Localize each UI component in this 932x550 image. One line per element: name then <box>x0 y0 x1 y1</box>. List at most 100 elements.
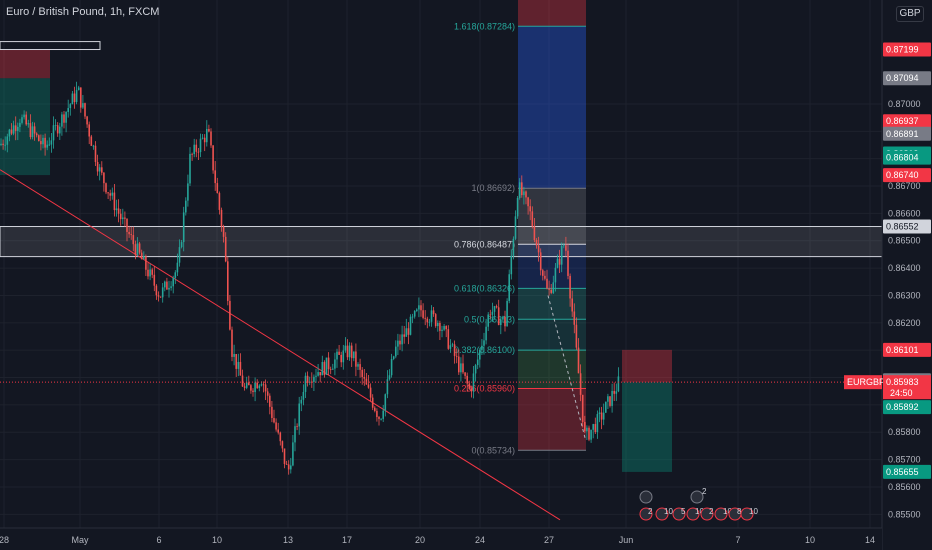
candle-body <box>65 111 67 123</box>
candle-body <box>191 153 193 155</box>
candle-body <box>416 309 418 311</box>
fib-level-label: 0.236(0.85960) <box>454 383 515 393</box>
price-tag-label: 0.87094 <box>886 73 919 83</box>
candle-body <box>502 316 504 320</box>
fib-band <box>518 0 586 27</box>
candle-body <box>59 126 61 134</box>
candle-body <box>392 356 395 359</box>
candle-body <box>495 306 498 308</box>
price-tag <box>883 168 931 183</box>
candle-body <box>203 137 206 143</box>
candle-body <box>430 310 433 322</box>
candle-body <box>437 322 439 327</box>
fib-band <box>518 350 586 389</box>
candle-body <box>8 129 11 137</box>
candle-body <box>350 345 353 359</box>
candle-body <box>149 269 151 277</box>
candle-body <box>208 128 210 132</box>
candle-body <box>82 103 84 108</box>
demand-box-top <box>0 78 50 176</box>
candle-body <box>147 269 149 277</box>
candle-body <box>134 244 137 255</box>
candle-body <box>25 114 27 125</box>
candle-body <box>193 144 195 155</box>
candle-body <box>462 363 464 373</box>
candle-body <box>516 198 519 217</box>
candle-body <box>33 126 36 134</box>
candle-body <box>329 369 332 370</box>
candle-body <box>584 421 586 432</box>
price-tag-label: 0.86552 <box>886 222 919 232</box>
candle-body <box>409 316 412 335</box>
candle-body <box>210 131 212 146</box>
candle-body <box>262 384 265 386</box>
candle-body <box>140 252 143 260</box>
time-tick-label: 17 <box>342 535 352 545</box>
currency-button[interactable]: GBP <box>896 6 924 22</box>
candle-body <box>231 329 233 357</box>
fib-band <box>518 188 586 245</box>
candle-body <box>258 385 261 389</box>
candle-body <box>69 104 72 109</box>
candle-body <box>42 137 44 145</box>
candle-body <box>359 364 361 370</box>
candle-body <box>260 384 263 386</box>
candle-body <box>311 381 313 383</box>
candle-body <box>493 306 496 312</box>
label-box-top <box>0 41 101 51</box>
candle-body <box>84 103 86 117</box>
candle-body <box>128 231 130 235</box>
candle-body <box>19 122 21 127</box>
candle-body <box>23 114 25 118</box>
candle-body <box>38 135 40 142</box>
candle-body <box>424 317 426 319</box>
candle-body <box>31 126 34 138</box>
fib-level-label: 0.5(0.86213) <box>464 314 515 324</box>
fib-level-label: 0.786(0.86487) <box>454 239 515 249</box>
price-tick-label: 0.85800 <box>888 427 921 437</box>
price-tick-label: 0.87000 <box>888 99 921 109</box>
candle-body <box>199 138 202 153</box>
candle-body <box>256 382 258 389</box>
candle-body <box>52 125 55 141</box>
event-marker <box>672 507 686 521</box>
candle-body <box>294 426 296 443</box>
candle-body <box>468 383 471 389</box>
candle-body <box>617 376 620 392</box>
position-stop-zone <box>622 349 672 383</box>
event-marker <box>690 490 704 504</box>
time-tick-label: 10 <box>212 535 222 545</box>
candle-body <box>151 269 153 275</box>
candle-body <box>21 117 23 123</box>
candle-body <box>613 390 615 394</box>
candle-body <box>447 329 450 349</box>
candle-body <box>273 418 275 423</box>
event-count: 2 <box>648 507 653 516</box>
candle-body <box>287 464 290 470</box>
price-tick-label: 0.86300 <box>888 290 921 300</box>
candle-body <box>56 125 59 134</box>
candle-body <box>315 375 317 377</box>
candle-body <box>80 87 82 108</box>
candle-body <box>216 183 219 194</box>
candle-body <box>556 258 559 268</box>
time-tick-label: 24 <box>475 535 485 545</box>
candle-body <box>174 272 177 278</box>
candle-body <box>363 376 366 379</box>
candle-body <box>455 355 458 357</box>
candle-body <box>521 182 523 196</box>
candle-body <box>266 391 269 396</box>
candle-body <box>86 116 88 125</box>
candle-body <box>397 340 399 347</box>
candle-body <box>195 144 198 152</box>
price-tag-label: 0.86891 <box>886 129 919 139</box>
price-tick-label: 0.86500 <box>888 236 921 246</box>
candle-body <box>596 414 599 433</box>
candle-body <box>124 217 126 219</box>
candle-body <box>143 256 145 260</box>
candle-body <box>283 448 286 464</box>
candle-body <box>512 238 515 256</box>
candle-body <box>27 123 30 125</box>
